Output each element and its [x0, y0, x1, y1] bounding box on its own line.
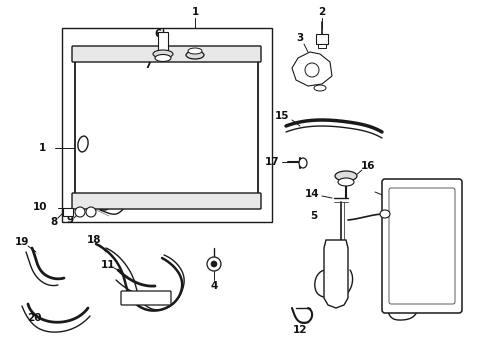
Circle shape — [75, 207, 85, 217]
Bar — [62, 28, 272, 222]
Ellipse shape — [335, 171, 357, 181]
Ellipse shape — [380, 210, 390, 218]
Text: 2: 2 — [318, 7, 326, 17]
Text: 4: 4 — [210, 281, 218, 291]
FancyBboxPatch shape — [72, 46, 261, 62]
Polygon shape — [292, 52, 332, 86]
Text: 9: 9 — [67, 215, 74, 225]
FancyBboxPatch shape — [389, 188, 455, 304]
Ellipse shape — [155, 54, 171, 62]
Bar — [63, 208, 73, 216]
Bar — [158, 32, 168, 54]
Text: 16: 16 — [361, 161, 375, 171]
Text: 20: 20 — [27, 313, 41, 323]
Text: 18: 18 — [87, 235, 101, 245]
Bar — [316, 34, 328, 44]
Text: 15: 15 — [275, 111, 289, 121]
Ellipse shape — [338, 178, 354, 186]
Ellipse shape — [78, 136, 88, 152]
Circle shape — [86, 207, 96, 217]
Text: 7: 7 — [145, 60, 152, 70]
Circle shape — [207, 257, 221, 271]
Text: 17: 17 — [265, 157, 279, 167]
Text: 19: 19 — [15, 237, 29, 247]
Text: 3: 3 — [296, 33, 304, 43]
Polygon shape — [324, 240, 348, 308]
Text: 10: 10 — [33, 202, 47, 212]
Text: 11: 11 — [101, 260, 115, 270]
Bar — [318, 44, 326, 48]
FancyBboxPatch shape — [382, 179, 462, 313]
FancyBboxPatch shape — [121, 291, 171, 305]
Text: 13: 13 — [395, 183, 409, 193]
Ellipse shape — [186, 51, 204, 59]
Text: 14: 14 — [305, 189, 319, 199]
Text: 8: 8 — [50, 217, 58, 227]
Text: 1: 1 — [192, 7, 198, 17]
Text: 6: 6 — [154, 29, 162, 39]
Bar — [75, 55, 258, 200]
Ellipse shape — [299, 158, 307, 168]
Text: 5: 5 — [310, 211, 318, 221]
Ellipse shape — [153, 50, 173, 58]
Text: 1: 1 — [38, 143, 46, 153]
Ellipse shape — [314, 85, 326, 91]
Circle shape — [211, 261, 217, 267]
Ellipse shape — [188, 48, 202, 54]
Text: 12: 12 — [293, 325, 307, 335]
Text: 21: 21 — [141, 297, 155, 307]
Circle shape — [305, 63, 319, 77]
FancyBboxPatch shape — [72, 193, 261, 209]
